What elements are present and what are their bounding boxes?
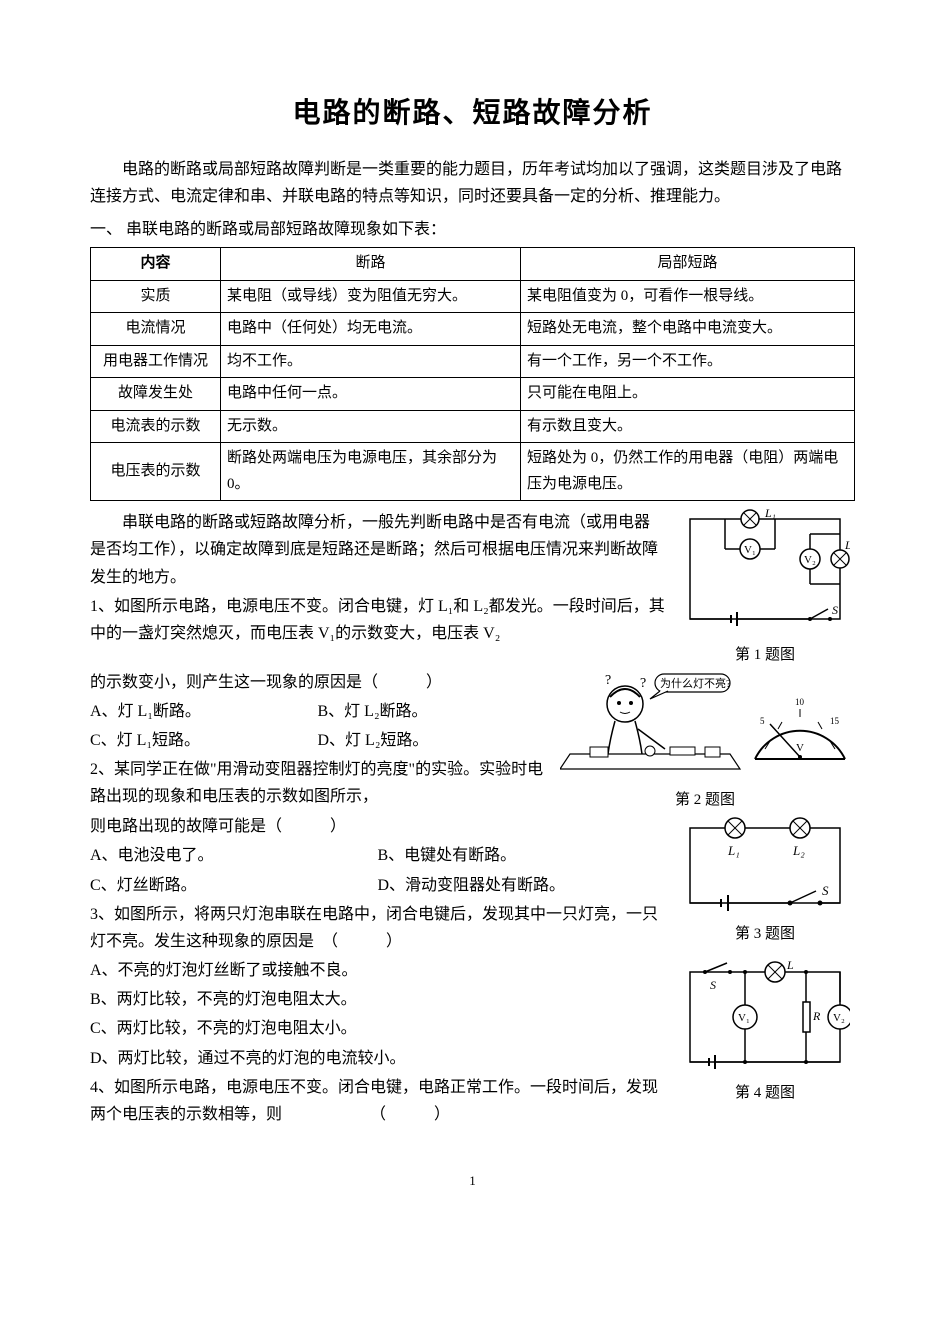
q4-stem: 4、如图所示电路，电源电压不变。闭合电键，电路正常工作。一段时间后，发现两个电压… (90, 1074, 665, 1128)
q3-opt-d: D、两灯比较，通过不亮的灯泡的电流较小。 (90, 1045, 665, 1072)
svg-text:V: V (796, 742, 804, 754)
q2-options: A、电池没电了。 B、电键处有断路。 C、灯丝断路。 D、滑动变阻器处有断路。 (90, 842, 665, 900)
figure-1-caption: 第 1 题图 (675, 643, 855, 669)
svg-text:V₁: V₁ (744, 544, 756, 556)
q1-options: A、灯 L₁断路。 B、灯 L₂断路。 C、灯 L₁短路。 D、灯 L₂短路。 (90, 698, 545, 756)
svg-text:V₂: V₂ (833, 1012, 845, 1024)
circuit-figure-1: L₁ L₂ V₁ V₂ S (680, 509, 850, 639)
svg-text:L₁: L₁ (727, 843, 740, 858)
intro-paragraph: 电路的断路或局部短路故障判断是一类重要的能力题目，历年考试均加以了强调，这类题目… (90, 156, 855, 210)
figure-4-caption: 第 4 题图 (675, 1081, 855, 1107)
table-row: 电流表的示数 无示数。 有示数且变大。 (91, 410, 855, 443)
table-row: 故障发生处 电路中任何一点。 只可能在电阻上。 (91, 378, 855, 411)
page-title: 电路的断路、短路故障分析 (90, 90, 855, 138)
svg-text:L₂: L₂ (792, 843, 805, 858)
q2-opt-a: A、电池没电了。 (90, 842, 378, 869)
svg-text:V₁: V₁ (738, 1012, 750, 1024)
svg-text:10: 10 (795, 697, 805, 707)
q2-opt-d: D、滑动变阻器处有断路。 (378, 872, 666, 899)
svg-text:S: S (832, 603, 838, 617)
speech-bubble-text: 为什么灯不亮? (660, 676, 731, 690)
circuit-figure-3: L₁ L₂ S (680, 813, 850, 918)
q1-stem-b: 的示数变小，则产生这一现象的原因是（ ） (90, 669, 545, 696)
table-header-row: 内容 断路 局部短路 (91, 248, 855, 281)
svg-text:?: ? (640, 676, 646, 691)
figure-2-caption: 第 2 题图 (555, 788, 855, 814)
svg-text:L₂: L₂ (844, 538, 850, 552)
q2-opt-b: B、电键处有断路。 (378, 842, 666, 869)
svg-text:V₂: V₂ (804, 554, 816, 566)
svg-text:15: 15 (830, 716, 840, 726)
table-row: 电压表的示数 断路处两端电压为电源电压，其余部分为0。 短路处为 0，仍然工作的… (91, 443, 855, 501)
th-short: 局部短路 (521, 248, 855, 281)
cartoon-figure-2: ? ? 为什么灯不亮? 5 10 15 (560, 669, 850, 784)
q1-opt-b: B、灯 L₂断路。 (318, 698, 546, 725)
circuit-figure-4: S L R V₁ V₂ (680, 957, 850, 1077)
q3-options: A、不亮的灯泡灯丝断了或接触不良。 B、两灯比较，不亮的灯泡电阻太大。 C、两灯… (90, 957, 665, 1074)
svg-text:?: ? (605, 673, 611, 688)
q1-stem-a: 1、如图所示电路，电源电压不变。闭合电键，灯 L₁和 L₂都发光。一段时间后，其… (90, 593, 665, 647)
svg-text:S: S (710, 978, 716, 992)
q2-stem-b: 则电路出现的故障可能是（ ） (90, 813, 665, 840)
svg-text:L: L (786, 958, 794, 972)
q2-stem-a: 2、某同学正在做"用滑动变阻器控制灯的亮度"的实验。实验时电路出现的现象和电压表… (90, 756, 545, 810)
table-row: 用电器工作情况 均不工作。 有一个工作，另一个不工作。 (91, 345, 855, 378)
svg-text:S: S (822, 883, 829, 898)
svg-text:R: R (812, 1009, 821, 1023)
q2-opt-c: C、灯丝断路。 (90, 872, 378, 899)
q3-opt-c: C、两灯比较，不亮的灯泡电阻太小。 (90, 1015, 665, 1042)
q3-opt-b: B、两灯比较，不亮的灯泡电阻太大。 (90, 986, 665, 1013)
section-1-heading: 一、 串联电路的断路或局部短路故障现象如下表： (90, 216, 855, 243)
comparison-table: 内容 断路 局部短路 实质 某电阻（或导线）变为阻值无穷大。 某电阻值变为 0，… (90, 247, 855, 501)
table-row: 实质 某电阻（或导线）变为阻值无穷大。 某电阻值变为 0，可看作一根导线。 (91, 280, 855, 313)
q3-opt-a: A、不亮的灯泡灯丝断了或接触不良。 (90, 957, 665, 984)
table-row: 电流情况 电路中（任何处）均无电流。 短路处无电流，整个电路中电流变大。 (91, 313, 855, 346)
svg-text:5: 5 (760, 716, 765, 726)
th-open: 断路 (221, 248, 521, 281)
figure-3-caption: 第 3 题图 (675, 922, 855, 948)
q3-stem: 3、如图所示，将两只灯泡串联在电路中，闭合电键后，发现其中一只灯亮，一只灯不亮。… (90, 901, 665, 955)
page-number: 1 (90, 1170, 855, 1192)
svg-text:L₁: L₁ (764, 509, 776, 520)
th-subject: 内容 (91, 248, 221, 281)
q1-opt-c: C、灯 L₁短路。 (90, 727, 318, 754)
analysis-text: 串联电路的断路或短路故障分析，一般先判断电路中是否有电流（或用电器是否均工作），… (90, 509, 665, 591)
q1-opt-a: A、灯 L₁断路。 (90, 698, 318, 725)
q1-opt-d: D、灯 L₂短路。 (318, 727, 546, 754)
